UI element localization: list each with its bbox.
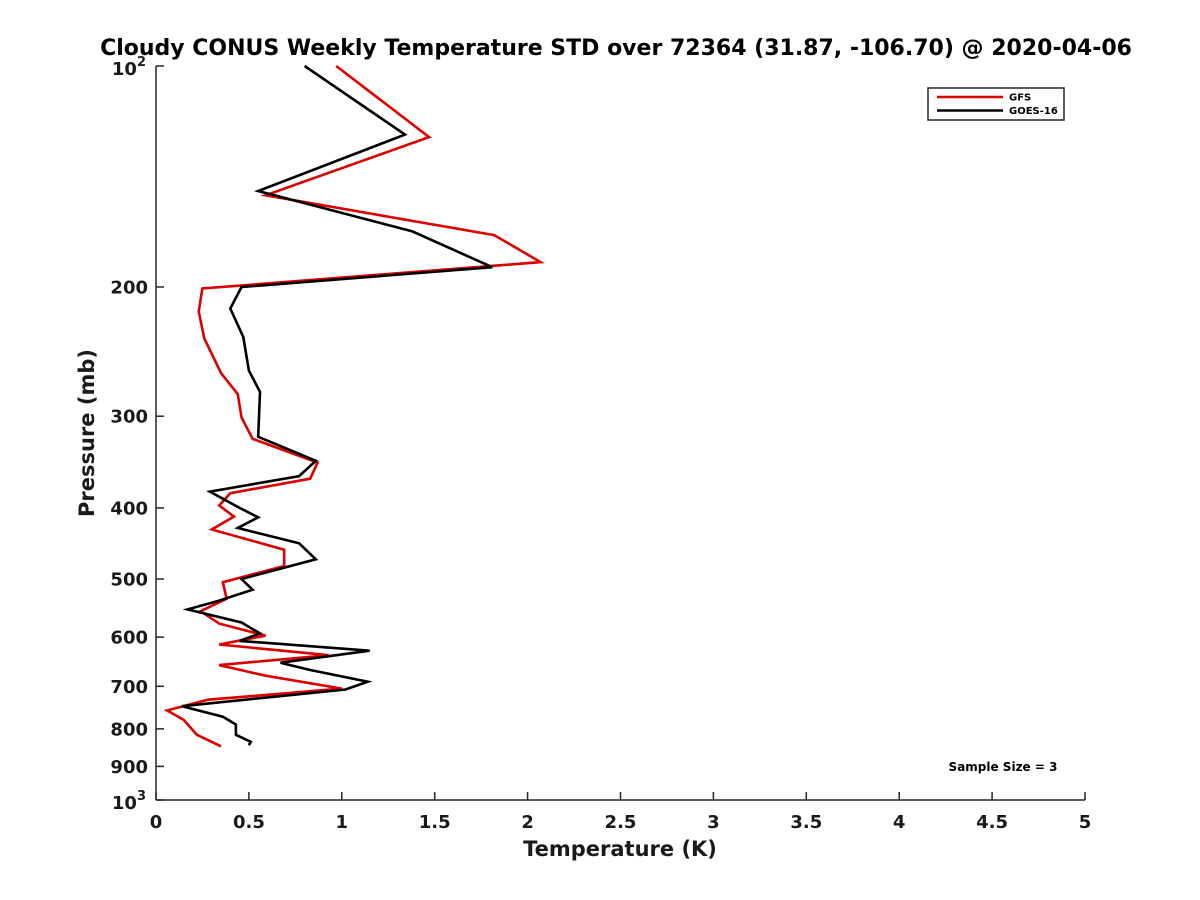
y-decade-tick-label: 102 xyxy=(112,55,146,80)
sample-size-annotation: Sample Size = 3 xyxy=(949,760,1058,774)
x-tick-label: 2.5 xyxy=(605,812,637,833)
x-tick-label: 1.5 xyxy=(419,812,451,833)
y-tick-label: 300 xyxy=(110,407,148,428)
x-tick-label: 4 xyxy=(893,812,906,833)
x-tick-label: 3.5 xyxy=(790,812,822,833)
y-tick-label: 700 xyxy=(110,677,148,698)
x-tick-label: 0 xyxy=(150,812,163,833)
y-axis-ticks: 200 300 400 500 600 700 800 900 102 103 xyxy=(110,55,164,814)
x-axis-ticks: 0 0.5 1 1.5 2 2.5 3 3.5 4 4.5 5 xyxy=(150,792,1092,833)
x-tick-label: 0.5 xyxy=(233,812,265,833)
y-tick-label: 900 xyxy=(110,757,148,778)
y-tick-label: 200 xyxy=(110,277,148,298)
plot-area: 0 0.5 1 1.5 2 2.5 3 3.5 4 4.5 5 200 300 400 500 600 700… xyxy=(110,55,1091,833)
y-tick-label: 400 xyxy=(110,498,148,519)
legend-box xyxy=(927,87,1065,121)
series-line-goes-16 xyxy=(181,64,493,746)
x-axis-label: Temperature (K) xyxy=(523,837,717,861)
x-tick-label: 2 xyxy=(521,812,534,833)
legend: GFS GOES-16 xyxy=(927,87,1065,121)
y-decade-tick-label: 103 xyxy=(112,789,146,814)
legend-label-goes-16: GOES-16 xyxy=(1009,106,1058,117)
x-tick-label: 4.5 xyxy=(976,812,1008,833)
chart-title: Cloudy CONUS Weekly Temperature STD over… xyxy=(100,36,1132,61)
legend-label-gfs: GFS xyxy=(1009,93,1031,104)
series-line-gfs xyxy=(163,64,545,748)
x-tick-label: 5 xyxy=(1079,812,1092,833)
y-axis-label: Pressure (mb) xyxy=(75,349,99,517)
series-layer xyxy=(163,64,545,748)
x-tick-label: 3 xyxy=(707,812,720,833)
x-tick-label: 1 xyxy=(336,812,349,833)
y-tick-label: 600 xyxy=(110,628,148,649)
y-tick-label: 800 xyxy=(110,719,148,740)
y-tick-label: 500 xyxy=(110,570,148,591)
